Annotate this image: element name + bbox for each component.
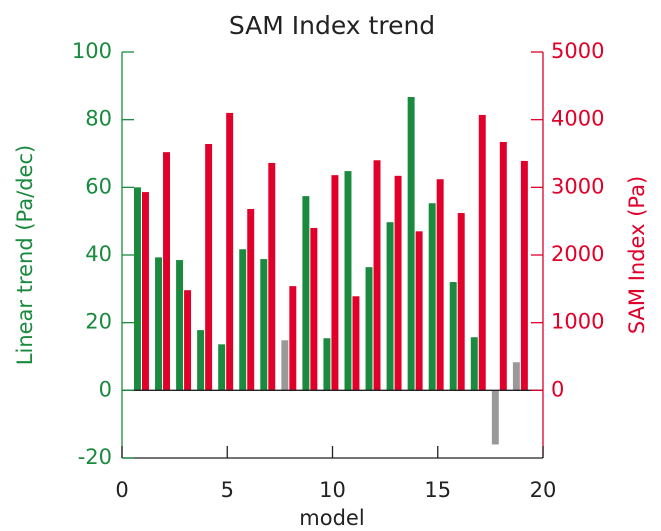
y-tick-label: -20 (78, 445, 112, 469)
bar (352, 296, 360, 391)
bar (218, 344, 226, 391)
x-tick-label: 15 (424, 478, 451, 502)
y2-tick-label: 5000 (551, 39, 604, 63)
bar (184, 290, 192, 391)
bar (344, 171, 352, 391)
bar (141, 192, 149, 391)
bar (289, 286, 297, 391)
bar (205, 144, 213, 391)
bar (197, 330, 205, 391)
y2-tick-label: 1000 (551, 310, 604, 334)
bar (449, 282, 457, 391)
bar (394, 175, 402, 391)
bar (268, 162, 276, 391)
bar (499, 141, 507, 391)
bar (491, 390, 499, 445)
bar (323, 338, 331, 391)
y-tick-label: 0 (99, 377, 112, 401)
bar (365, 267, 373, 391)
bar (373, 160, 381, 391)
bar (247, 208, 255, 391)
bar (310, 227, 318, 391)
y-tick-label: 100 (72, 39, 112, 63)
bar (133, 187, 141, 391)
bar (176, 260, 184, 391)
y-tick-label: 80 (85, 107, 112, 131)
bar (470, 337, 478, 391)
y2-tick-label: 4000 (551, 107, 604, 131)
y2-tick-label: 0 (551, 377, 564, 401)
y2-tick-label: 3000 (551, 174, 604, 198)
y-axis-label: Linear trend (Pa/dec) (13, 145, 37, 365)
bar (407, 96, 415, 391)
bar (163, 152, 170, 391)
x-tick-label: 20 (530, 478, 557, 502)
bar (436, 179, 444, 391)
chart-title: SAM Index trend (229, 11, 435, 40)
y-tick-label: 60 (85, 174, 112, 198)
x-tick-label: 10 (319, 478, 346, 502)
y-tick-label: 20 (85, 310, 112, 334)
bar (155, 257, 162, 391)
bar (260, 259, 268, 391)
bar (281, 340, 289, 391)
bar (386, 222, 394, 391)
bar (457, 213, 465, 391)
bar (428, 203, 436, 391)
bar (226, 112, 234, 391)
bar (331, 175, 339, 391)
x-tick-label: 0 (115, 478, 128, 502)
x-tick-label: 5 (221, 478, 234, 502)
bar (302, 196, 310, 391)
bar (415, 231, 423, 391)
bar (478, 114, 486, 391)
y2-tick-label: 2000 (551, 242, 604, 266)
bar (239, 249, 247, 391)
bar (520, 160, 528, 391)
x-axis-label: model (299, 506, 364, 530)
y-tick-label: 40 (85, 242, 112, 266)
y2-axis-label: SAM Index (Pa) (625, 176, 649, 334)
bar (512, 362, 520, 391)
